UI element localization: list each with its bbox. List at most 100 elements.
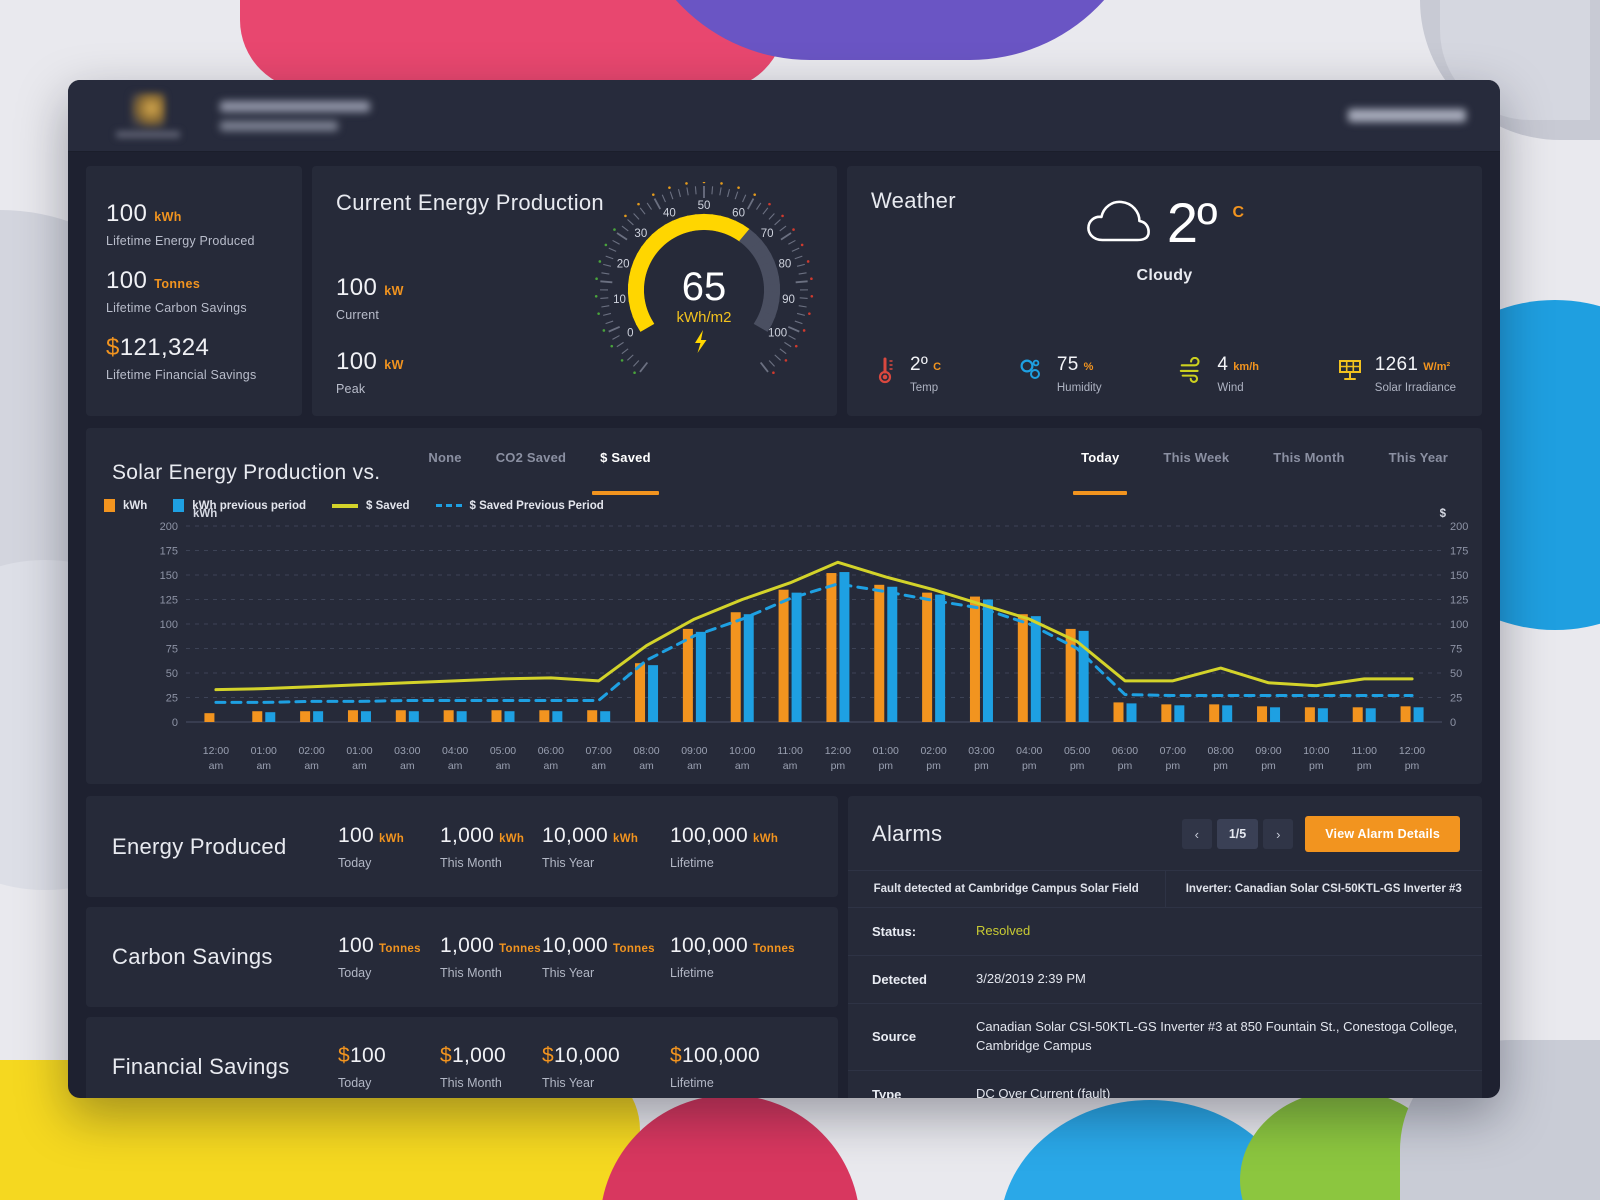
thermometer-icon <box>871 354 899 386</box>
gauge-outer-tick <box>603 263 612 267</box>
kpi-lifetime-carbon: 100 Tonnes Lifetime Carbon Savings <box>106 267 282 315</box>
chart-bar-kwh-25 <box>1400 706 1411 722</box>
chart-bar-kwh-0 <box>204 713 215 722</box>
gauge-outer-tick <box>677 189 681 198</box>
gauge-segment <box>759 303 778 318</box>
metric-label: Humidity <box>1056 382 1102 394</box>
chart-bar-kwh-prev-2 <box>313 711 324 722</box>
tab-compare-0[interactable]: None <box>428 450 462 465</box>
gauge-outer-tick <box>742 194 747 203</box>
currency-symbol: $ <box>670 1044 682 1068</box>
gauge-outer-tick <box>768 213 775 220</box>
gauge-outer-tick <box>605 320 614 325</box>
metric-value: 1261 <box>1374 354 1419 375</box>
weather-current: 2º C Cloudy <box>1085 191 1245 285</box>
metric-unit: km/h <box>1233 361 1259 373</box>
chart-bar-kwh-prev-6 <box>504 711 515 722</box>
stat-cell: $100 Today <box>338 1044 440 1090</box>
currency-symbol: $ <box>106 334 120 362</box>
tab-compare-2[interactable]: $ Saved <box>592 450 659 495</box>
weather-temperature: 2º <box>1166 191 1218 254</box>
y2-tick-label-6: 150 <box>1450 570 1468 582</box>
chart-bar-kwh-14 <box>874 584 885 722</box>
stat-caption: This Month <box>440 855 502 870</box>
legend-item-1: kWh previous period <box>173 499 306 512</box>
view-alarm-details-button[interactable]: View Alarm Details <box>1305 816 1460 853</box>
gauge-segment <box>753 316 773 332</box>
tab-range-0[interactable]: Today <box>1073 450 1128 495</box>
legend-label: $ Saved <box>366 499 410 512</box>
kpi-lifetime-financial: $121,324 Lifetime Financial Savings <box>106 334 282 382</box>
gauge-tick-label: 50 <box>698 200 711 212</box>
chart-compare-tabs: None CO2 Saved $ Saved <box>428 450 659 495</box>
gauge-tick-label: 30 <box>634 228 647 240</box>
gauge-outer-tick <box>612 335 620 340</box>
table-row: Type DC Over Current (fault) <box>848 1071 1482 1098</box>
app-logo[interactable] <box>102 93 194 138</box>
energy-peak: 100 kW Peak <box>336 348 404 396</box>
gauge-outer-tick <box>646 202 652 210</box>
gauge-outer-tick <box>601 272 610 275</box>
metric-label: Wind <box>1217 382 1244 394</box>
gauge-tick-label: 100 <box>768 328 787 340</box>
stat-unit: kWh <box>613 832 639 845</box>
chart-bar-kwh-prev-18 <box>1078 630 1089 722</box>
tab-range-1[interactable]: This Week <box>1163 450 1230 465</box>
gauge-outer-tick <box>711 186 714 195</box>
chevron-right-icon[interactable]: › <box>1263 819 1294 850</box>
chart-bar-kwh-5 <box>443 710 454 722</box>
stat-cell: 1,000 kWh This Month <box>440 824 542 870</box>
gauge-value: 65 <box>682 265 727 309</box>
gauge-outer-tick <box>727 189 731 198</box>
y2-tick-label-1: 25 <box>1450 693 1462 705</box>
kpi-unit: kW <box>384 358 404 372</box>
solar-panel-icon <box>1336 354 1364 386</box>
x-axis-tick-13: 12:00 pm <box>824 745 852 773</box>
gauge-outer-tick <box>795 280 808 284</box>
weather-temperature-unit: C <box>1232 204 1245 221</box>
chevron-left-icon[interactable]: ‹ <box>1181 819 1212 850</box>
gauge-range-dot <box>720 182 723 185</box>
dashboard-window: 100 kWh Lifetime Energy Produced 100 Tonne… <box>68 80 1500 1098</box>
stat-unit: kWh <box>753 832 779 845</box>
gauge-range-dot <box>610 344 614 348</box>
gauge-outer-tick <box>621 348 629 355</box>
chart-bar-kwh-19 <box>1113 702 1124 722</box>
stat-cell: 10,000 Tonnes This Year <box>542 934 670 980</box>
chart-bar-kwh-10 <box>682 628 693 722</box>
table-row: Source Canadian Solar CSI-50KTL-GS Inver… <box>848 1004 1482 1071</box>
gauge-outer-tick <box>639 207 646 215</box>
chart-bar-kwh-prev-20 <box>1174 705 1185 722</box>
gauge-outer-tick <box>787 326 800 333</box>
tab-range-3[interactable]: This Year <box>1388 450 1448 465</box>
tab-compare-1[interactable]: CO2 Saved <box>495 450 567 465</box>
stat-value: 100 <box>338 934 374 958</box>
legend-swatch <box>173 499 185 512</box>
stat-value: 1,000 <box>440 934 495 958</box>
gauge-outer-tick <box>799 297 808 300</box>
chart-bar-kwh-prev-14 <box>887 586 898 722</box>
gauge-outer-tick <box>779 225 787 232</box>
gauge-outer-tick <box>788 335 796 340</box>
gauge-outer-tick <box>784 341 792 348</box>
metric-unit: % <box>1083 361 1094 373</box>
header-actions-blurred[interactable] <box>1348 109 1466 122</box>
gauge-tick-label: 10 <box>613 294 626 306</box>
tab-range-2[interactable]: This Month <box>1273 450 1345 465</box>
alarms-card: Alarms ‹ 1/5 › View Alarm Details Fault … <box>848 796 1482 1098</box>
stat-value: 10,000 <box>542 823 609 847</box>
gauge-segment <box>664 220 681 239</box>
gauge-segment <box>702 213 713 231</box>
row-key: Type <box>872 1086 902 1098</box>
chart-bar-kwh-prev-1 <box>265 712 276 722</box>
stat-caption: Lifetime <box>670 1076 714 1091</box>
x-axis-tick-25: 12:00 pm <box>1398 745 1426 773</box>
cloud-icon <box>1085 196 1151 251</box>
gauge-unit-label: kWh/m2 <box>676 309 731 326</box>
stat-cell: 100 kWh Today <box>338 824 440 870</box>
weather-condition: Cloudy <box>1136 267 1193 284</box>
gauge-segment <box>757 310 776 325</box>
x-axis-tick-19: 06:00 pm <box>1111 745 1139 773</box>
gauge-segment <box>641 239 660 257</box>
legend-label: kWh <box>123 499 148 512</box>
